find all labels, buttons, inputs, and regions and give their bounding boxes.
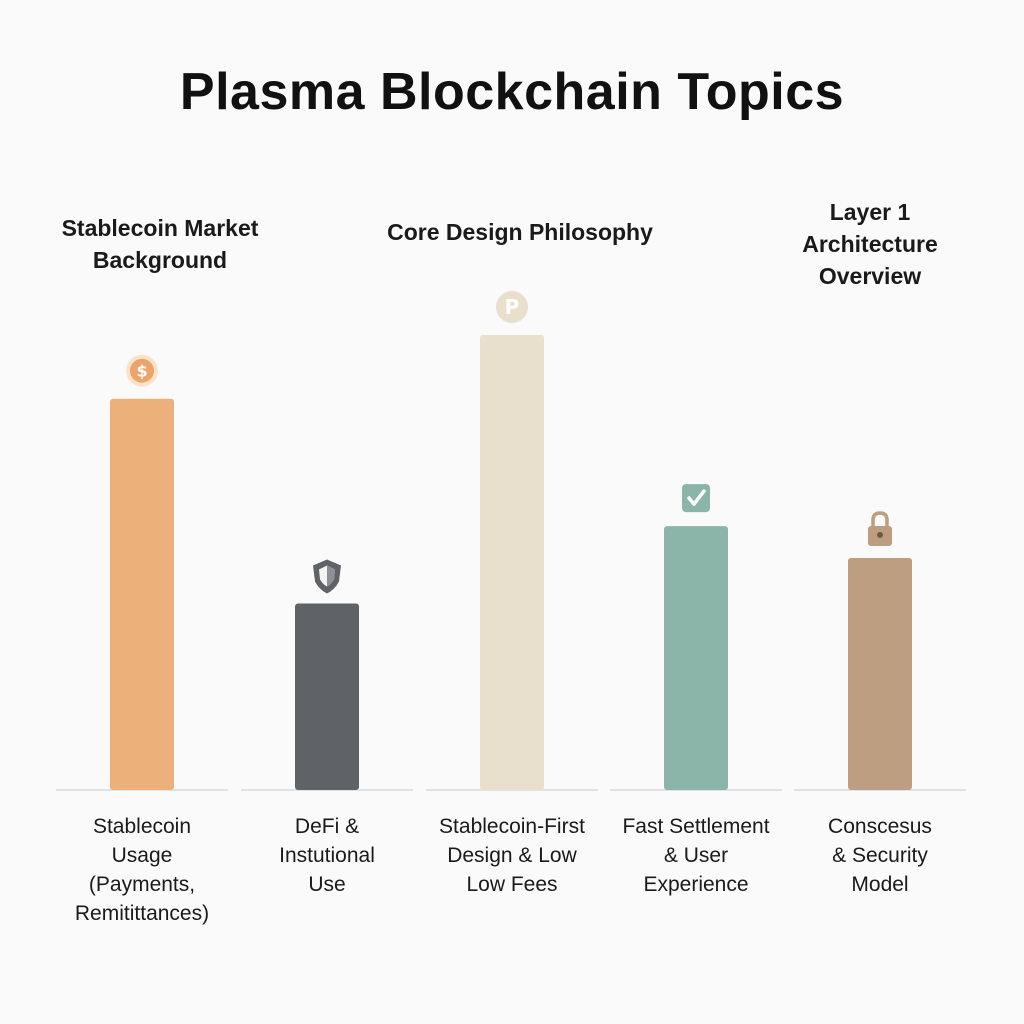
group-header-market-background: Stablecoin Market Background [61, 215, 259, 273]
chart-title: Plasma Blockchain Topics [179, 63, 845, 121]
svg-text:P: P [505, 295, 520, 319]
group-header-architecture-overview: Layer 1 Architecture Overview [802, 199, 938, 289]
bar [664, 526, 728, 790]
plasma-p-icon: P [496, 291, 528, 323]
category-label: Fast Settlement & User Experience [622, 815, 769, 896]
shield-icon [313, 559, 341, 594]
category-label: Stablecoin Usage (Payments, Remitittances) [75, 815, 209, 925]
category-label: Stablecoin-First Design & Low Low Fees [439, 815, 585, 896]
bar [480, 335, 544, 790]
dollar-coin-icon: $ [126, 354, 158, 387]
bar [295, 603, 359, 790]
group-header-design-philosophy: Core Design Philosophy [387, 219, 653, 245]
lock-icon [868, 511, 892, 546]
checkbox-icon [682, 484, 710, 513]
category-label: Conscesus & Security Model [828, 815, 932, 896]
bar [848, 557, 912, 790]
category-label: DeFi & Instutional Use [279, 815, 375, 896]
svg-text:$: $ [136, 362, 147, 381]
bar [110, 398, 174, 790]
